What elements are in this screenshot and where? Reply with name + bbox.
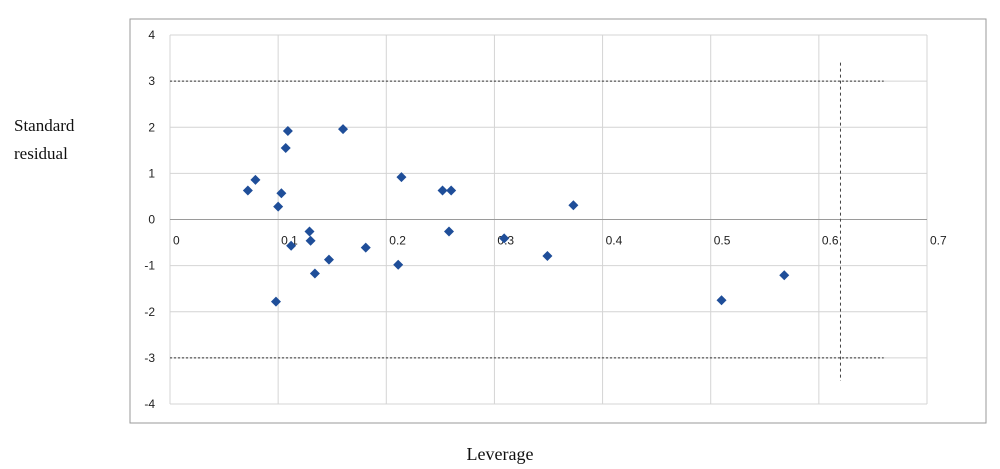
x-tick-label: 0 [173, 234, 180, 248]
data-point [282, 125, 293, 136]
data-point [242, 185, 253, 196]
data-point [338, 124, 349, 135]
data-point [323, 254, 334, 265]
y-tick-label: -1 [144, 259, 155, 273]
chart-frame [129, 18, 987, 424]
data-point [444, 226, 455, 237]
data-point [396, 172, 407, 183]
data-point [304, 226, 315, 237]
data-point [280, 143, 291, 154]
data-point [250, 174, 261, 185]
data-point [270, 296, 281, 307]
y-tick-label: -4 [144, 397, 155, 411]
data-point [568, 200, 579, 211]
y-axis-label-line1: Standard [14, 116, 75, 135]
y-tick-label: 1 [148, 166, 155, 180]
y-axis-label-line2: residual [14, 144, 68, 163]
data-point [437, 185, 448, 196]
gridlines [169, 34, 928, 405]
data-point [446, 185, 457, 196]
y-tick-label: -2 [144, 305, 155, 319]
data-point [716, 295, 727, 306]
data-point [309, 268, 320, 279]
data-point [286, 240, 297, 251]
x-tick-label: 0.4 [606, 234, 623, 248]
data-point [273, 201, 284, 212]
data-point [360, 242, 371, 253]
data-point [499, 233, 510, 244]
data-point [779, 270, 790, 281]
y-tick-label: 4 [148, 28, 155, 42]
x-tick-label: 0.7 [930, 234, 947, 248]
y-tick-label: -3 [144, 351, 155, 365]
data-point [542, 250, 553, 261]
y-tick-label: 3 [148, 74, 155, 88]
data-point [276, 188, 287, 199]
y-tick-label: 2 [148, 120, 155, 134]
data-point [393, 259, 404, 270]
data-point [305, 235, 316, 246]
data-points [242, 124, 790, 307]
y-tick-labels: -4 -3 -2 -1 0 1 2 3 4 [144, 28, 155, 411]
x-tick-label: 0.2 [389, 234, 406, 248]
reference-lines [170, 62, 884, 381]
x-tick-label: 0.5 [714, 234, 731, 248]
y-tick-label: 0 [148, 213, 155, 227]
x-axis-label: Leverage [466, 444, 534, 464]
x-tick-label: 0.6 [822, 234, 839, 248]
